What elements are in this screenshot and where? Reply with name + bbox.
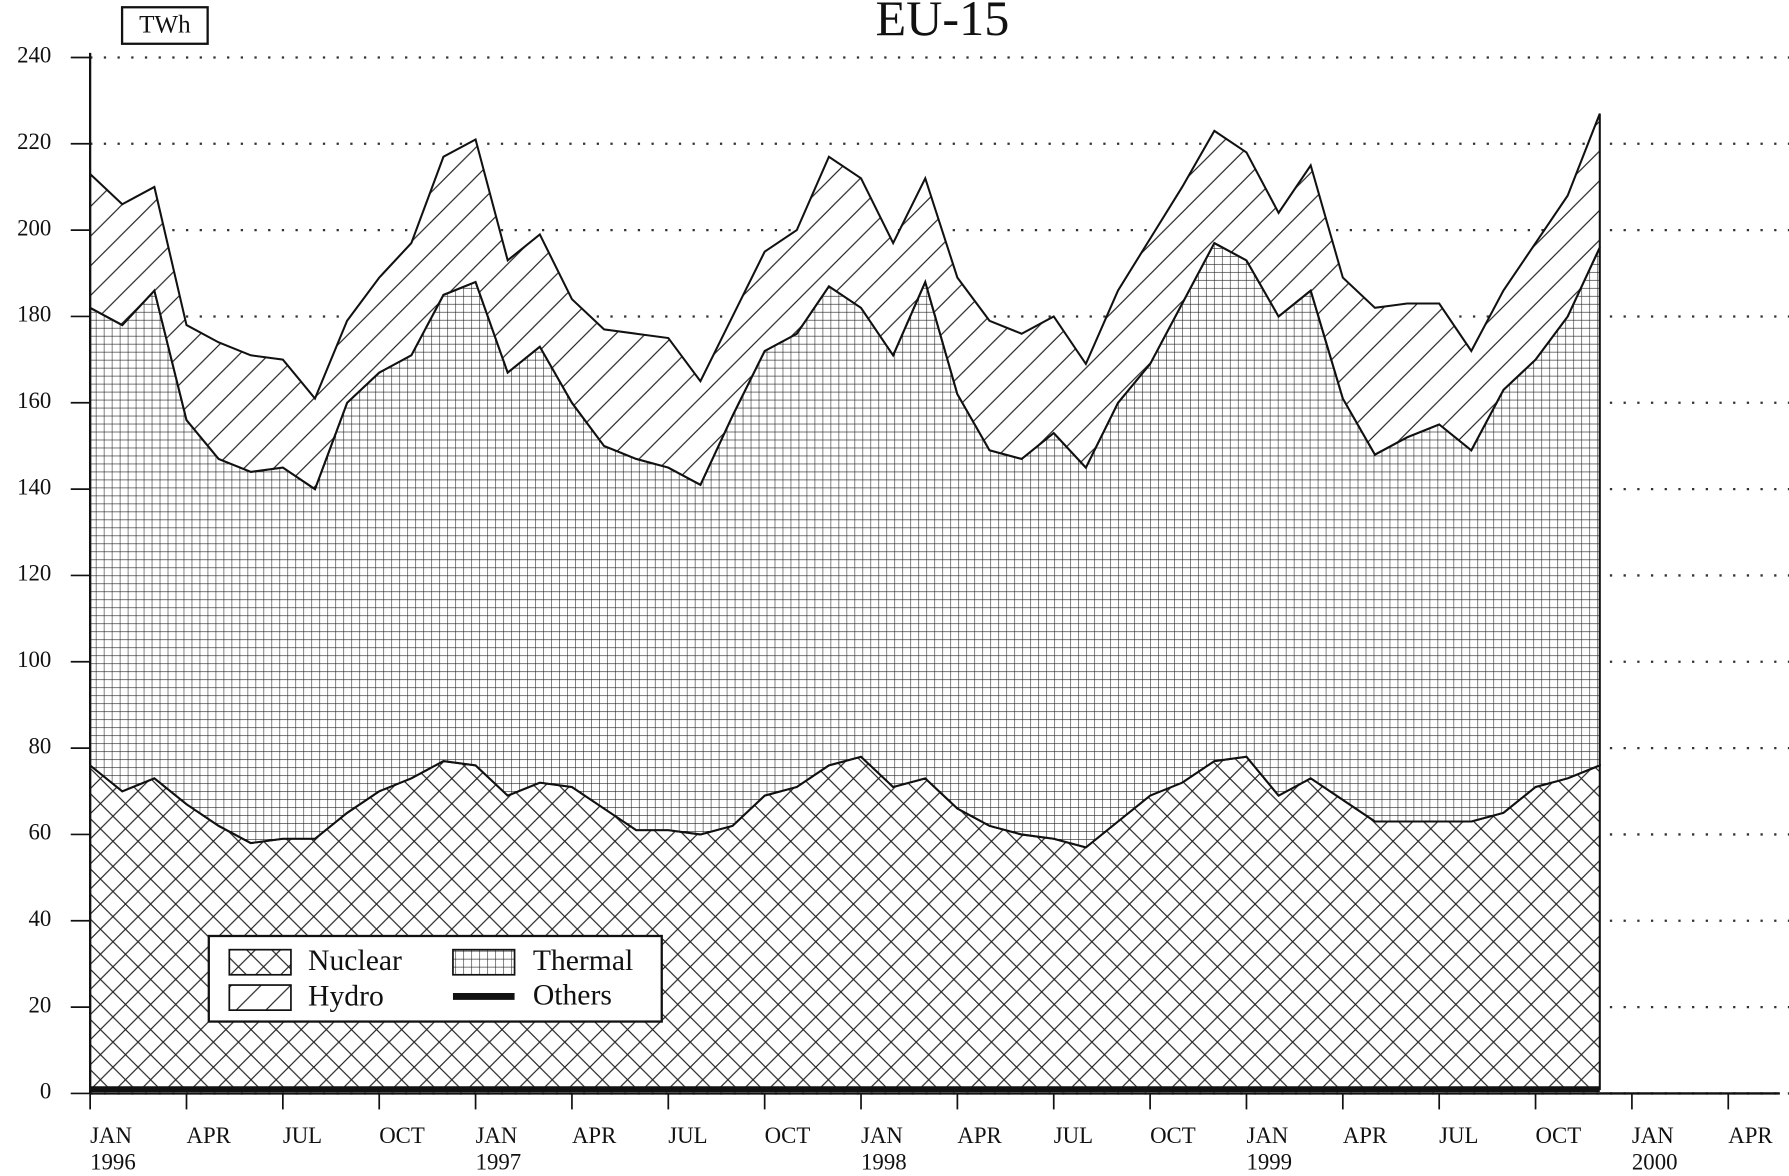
x-tick-label: OCT: [379, 1123, 425, 1148]
x-tick-year: 1996: [90, 1149, 136, 1174]
legend-label: Hydro: [308, 981, 384, 1013]
y-tick-label: 180: [17, 302, 51, 327]
y-tick-label: 160: [17, 388, 51, 413]
y-tick-label: 60: [29, 820, 52, 845]
area-diagonal: [89, 113, 1601, 491]
x-tick-label: JAN: [90, 1123, 132, 1148]
y-tick-label: 80: [29, 733, 52, 758]
x-tick-year: 1999: [1246, 1149, 1292, 1174]
unit-box: [120, 6, 209, 45]
chart-title: EU-15: [876, 0, 1010, 46]
y-tick-label: 20: [29, 992, 52, 1017]
x-tick-label: JUL: [1439, 1123, 1478, 1148]
x-tick-label: APR: [572, 1123, 617, 1148]
y-tick-label: 220: [17, 129, 51, 154]
y-tick-label: 140: [17, 474, 51, 499]
legend-swatch: [228, 948, 292, 976]
legend-label: Thermal: [533, 945, 633, 977]
legend-swatch: [452, 948, 516, 976]
x-tick-label: JUL: [668, 1123, 707, 1148]
legend-label: Others: [533, 979, 612, 1011]
x-tick-label: JAN: [1632, 1123, 1674, 1148]
x-tick-label: OCT: [1536, 1123, 1582, 1148]
legend-label: Nuclear: [308, 945, 402, 977]
x-tick-label: APR: [186, 1123, 231, 1148]
legend: Others Nuclear Thermal Hydro: [207, 934, 663, 1023]
x-tick-label: JAN: [1246, 1123, 1288, 1148]
x-tick-label: JAN: [476, 1123, 518, 1148]
y-tick-label: 0: [40, 1079, 51, 1104]
x-tick-year: 1998: [861, 1149, 907, 1174]
unit-label: TWh: [139, 11, 191, 38]
x-tick-year: 1997: [476, 1149, 522, 1174]
legend-swatch: [228, 984, 292, 1012]
x-tick-label: APR: [1728, 1123, 1773, 1148]
x-tick-label: OCT: [765, 1123, 811, 1148]
x-tick-label: APR: [957, 1123, 1002, 1148]
x-tick-year: 2000: [1632, 1149, 1678, 1174]
axes: 020406080100120140160180200220240JAN1996…: [17, 43, 1780, 1174]
x-tick-label: JUL: [1054, 1123, 1093, 1148]
x-tick-label: APR: [1343, 1123, 1388, 1148]
y-tick-label: 200: [17, 215, 51, 240]
x-tick-label: OCT: [1150, 1123, 1196, 1148]
y-tick-label: 120: [17, 561, 51, 586]
x-tick-label: JAN: [861, 1123, 903, 1148]
y-tick-label: 40: [29, 906, 52, 931]
y-tick-label: 100: [17, 647, 51, 672]
y-tick-label: 240: [17, 43, 51, 68]
x-tick-label: JUL: [283, 1123, 322, 1148]
